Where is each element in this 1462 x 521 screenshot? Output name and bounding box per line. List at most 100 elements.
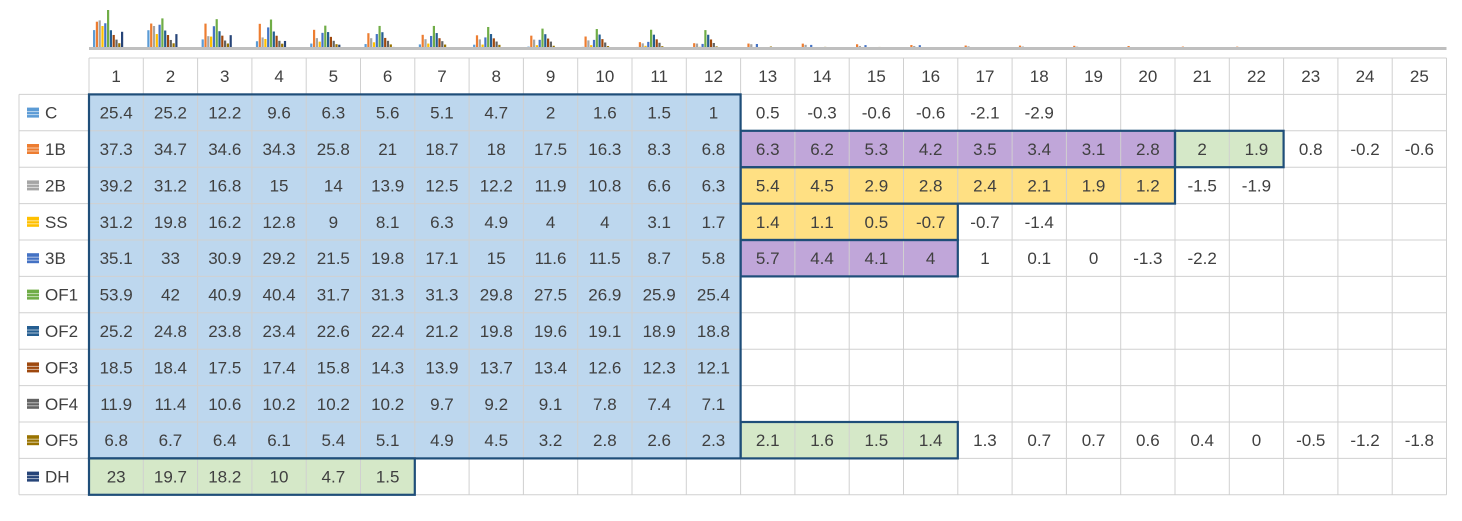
table-cell: 29.8 bbox=[480, 286, 513, 305]
sparkline-bar bbox=[858, 45, 861, 48]
highlight-cell bbox=[414, 422, 470, 459]
table-cell: 1.5 bbox=[865, 431, 889, 450]
table-cell: 12.6 bbox=[588, 358, 621, 377]
highlight-cell bbox=[686, 422, 741, 459]
table-cell: 23.4 bbox=[263, 322, 296, 341]
table-cell: 19.8 bbox=[371, 249, 404, 268]
highlight-cell bbox=[469, 240, 524, 277]
highlight-cell bbox=[360, 203, 415, 240]
legend-swatch-icon bbox=[27, 289, 39, 300]
highlight-cell bbox=[686, 167, 741, 204]
table-cell: 1.5 bbox=[376, 468, 400, 487]
table-cell: 11.6 bbox=[535, 249, 567, 268]
highlight-fills bbox=[89, 94, 1284, 495]
highlight-cell bbox=[577, 130, 632, 168]
highlight-cell bbox=[1175, 130, 1230, 168]
table-cell: 2.4 bbox=[973, 176, 997, 195]
sparkline-bar bbox=[910, 45, 913, 48]
table-cell: 17.5 bbox=[534, 140, 567, 159]
highlight-cell bbox=[903, 203, 958, 240]
highlight-cell bbox=[89, 203, 144, 240]
table-cell: 10.2 bbox=[263, 395, 296, 414]
column-header: 17 bbox=[975, 67, 994, 86]
sparkline-bar bbox=[318, 41, 321, 48]
highlight-cell bbox=[414, 167, 470, 204]
table-cell: 10 bbox=[270, 468, 289, 487]
highlight-cell bbox=[577, 422, 632, 459]
column-header: 11 bbox=[650, 67, 668, 86]
column-header: 15 bbox=[867, 67, 886, 86]
table-cell: 2.6 bbox=[647, 431, 671, 450]
table-cell: 17.5 bbox=[208, 358, 241, 377]
sparkline-bar bbox=[487, 26, 490, 48]
table-cell: 19.6 bbox=[534, 322, 567, 341]
highlight-cell bbox=[632, 349, 687, 386]
highlight-cell bbox=[686, 203, 741, 240]
table-cell: 0.1 bbox=[1027, 249, 1051, 268]
column-header: 16 bbox=[921, 67, 940, 86]
table-cell: 4.4 bbox=[810, 249, 834, 268]
sparkline-bar bbox=[647, 41, 650, 48]
table-cell: -1.3 bbox=[1133, 249, 1162, 268]
table-cell: 25.9 bbox=[643, 286, 676, 305]
sparkline-bar bbox=[644, 45, 647, 48]
sparkline-bar bbox=[430, 35, 433, 48]
row-label: C bbox=[45, 104, 57, 123]
highlight-cell bbox=[794, 167, 850, 204]
sparkline-bar bbox=[372, 42, 376, 48]
table-cell: 4 bbox=[600, 213, 609, 232]
highlight-cell bbox=[89, 458, 144, 495]
table-cell: 14.3 bbox=[371, 358, 404, 377]
sparkline-bar bbox=[109, 30, 112, 48]
highlight-cell bbox=[360, 167, 415, 204]
table-cell: 21 bbox=[378, 140, 397, 159]
legend-swatch-icon bbox=[27, 216, 39, 227]
table-cell: 0.5 bbox=[865, 213, 889, 232]
highlight-cell bbox=[143, 385, 198, 422]
table-cell: 8.7 bbox=[647, 249, 671, 268]
table-cell: -0.3 bbox=[807, 104, 836, 123]
highlight-cell bbox=[306, 130, 361, 168]
sparkline-bar bbox=[315, 38, 318, 48]
sparkline-bar bbox=[693, 43, 696, 48]
table-cell: 4.9 bbox=[484, 213, 508, 232]
table-cell: 1 bbox=[709, 104, 718, 123]
highlight-cell bbox=[577, 276, 632, 313]
table-cell: 8.3 bbox=[647, 140, 671, 159]
sparkline-bar bbox=[221, 35, 224, 48]
table-cell: 7.1 bbox=[702, 395, 726, 414]
row-label: OF3 bbox=[45, 358, 78, 377]
highlight-cell bbox=[740, 422, 795, 459]
table-cell: -1.5 bbox=[1188, 176, 1217, 195]
highlight-cell bbox=[251, 349, 307, 386]
table-cell: -1.9 bbox=[1242, 176, 1271, 195]
sparkline-bar bbox=[375, 34, 378, 48]
highlight-cell bbox=[251, 276, 307, 313]
table-cell: 10.2 bbox=[317, 395, 350, 414]
legend-swatch-icon bbox=[27, 107, 39, 118]
highlight-cell bbox=[523, 349, 578, 386]
column-header: 1 bbox=[111, 67, 120, 86]
table-cell: 16.2 bbox=[208, 213, 241, 232]
sparkline-bar bbox=[701, 43, 704, 48]
table-cell: 4.5 bbox=[484, 431, 508, 450]
highlight-cell bbox=[1012, 130, 1067, 168]
highlight-cell bbox=[197, 130, 252, 168]
highlight-cell bbox=[1066, 167, 1121, 204]
column-header: 22 bbox=[1247, 67, 1266, 86]
sparkline-bar bbox=[321, 32, 324, 48]
highlight-cell bbox=[523, 240, 578, 277]
sparkline-bar bbox=[93, 30, 96, 48]
row-label: OF2 bbox=[45, 322, 78, 341]
table-cell: 13.9 bbox=[425, 358, 458, 377]
table-cell: 2.8 bbox=[1136, 140, 1160, 159]
table-cells: 25.4 25.2 12.2 9.6 6.3 5.6 5.1 4.7 2 1.6 1.5 1 0.5 -0… bbox=[100, 104, 1434, 487]
legend-swatch-icon bbox=[27, 471, 39, 482]
table-cell: -0.6 bbox=[862, 104, 891, 123]
highlight-cell bbox=[360, 458, 415, 495]
table-cell: 6.4 bbox=[213, 431, 237, 450]
highlight-cell bbox=[414, 240, 470, 277]
table-cell: 3.2 bbox=[539, 431, 563, 450]
highlight-cell bbox=[686, 349, 741, 386]
table-cell: 25.4 bbox=[697, 286, 730, 305]
